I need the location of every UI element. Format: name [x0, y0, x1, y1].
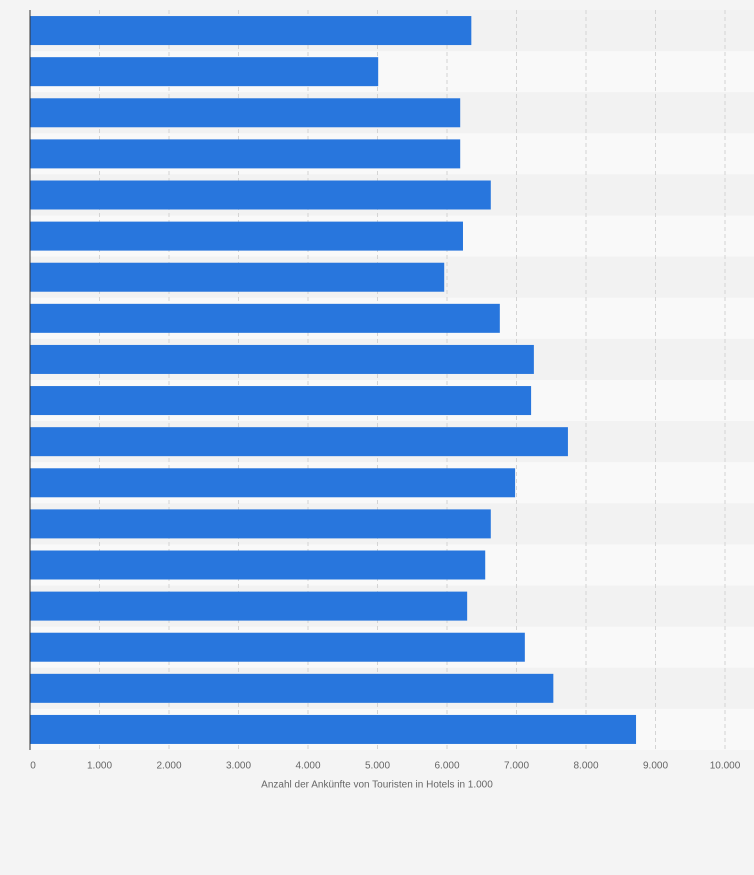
- bar: [30, 550, 486, 580]
- bar: [30, 98, 461, 128]
- x-tick-label: 1.000: [87, 761, 112, 772]
- bar: [30, 139, 461, 169]
- x-tick-label: 10.000: [710, 761, 741, 772]
- x-tick-label: 0: [30, 761, 36, 772]
- bar: [30, 509, 491, 539]
- bar: [30, 180, 491, 210]
- x-tick-label: 7.000: [504, 761, 529, 772]
- bar: [30, 673, 554, 703]
- bar: [30, 57, 379, 87]
- x-tick-label: 6.000: [434, 761, 459, 772]
- x-tick-label: 9.000: [643, 761, 668, 772]
- bar: [30, 591, 468, 621]
- x-axis-label: Anzahl der Ankünfte von Touristen in Hot…: [261, 780, 493, 791]
- bar: [30, 468, 516, 498]
- bar: [30, 427, 568, 457]
- x-tick-label: 3.000: [226, 761, 251, 772]
- x-tick-label: 4.000: [295, 761, 320, 772]
- bar: [30, 221, 463, 251]
- bar: [30, 344, 534, 374]
- x-tick-label: 5.000: [365, 761, 390, 772]
- x-tick-label: 2.000: [156, 761, 181, 772]
- x-tick-label: 8.000: [573, 761, 598, 772]
- bar: [30, 16, 472, 46]
- bar: [30, 714, 637, 744]
- bar: [30, 303, 500, 333]
- bar: [30, 262, 445, 292]
- bar: [30, 632, 525, 662]
- bar: [30, 386, 532, 416]
